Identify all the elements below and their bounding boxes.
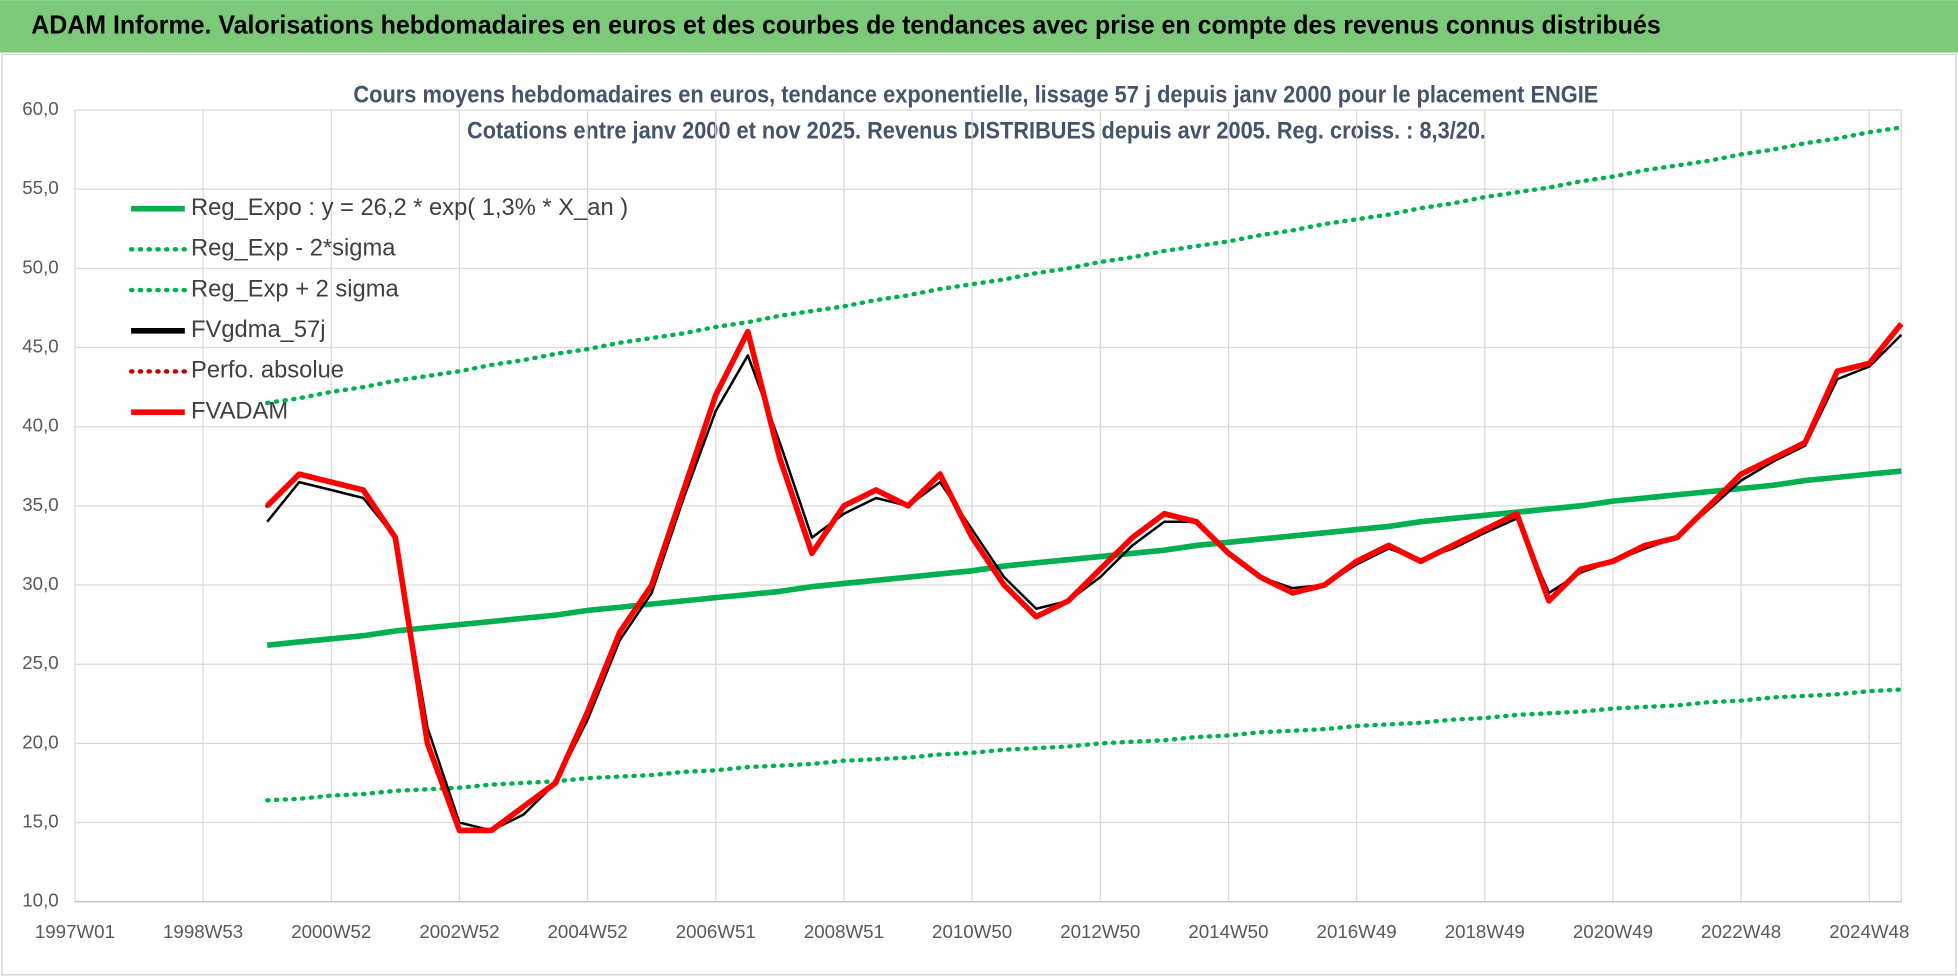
x-tick-label: 2012W50 (1060, 921, 1140, 942)
x-tick-label: 2010W50 (932, 921, 1012, 942)
y-tick-label: 25,0 (22, 652, 58, 673)
series-line (266, 468, 1902, 649)
x-tick-label: 1997W01 (35, 921, 115, 942)
x-tick-label: 2014W50 (1188, 921, 1268, 942)
x-tick-label: 2022W48 (1701, 921, 1781, 942)
x-tick-label: 2004W52 (548, 921, 628, 942)
legend-label: FVADAM (191, 398, 288, 424)
series-line (265, 322, 1904, 834)
chart-subtitle: Cours moyens hebdomadaires en euros, ten… (353, 83, 1598, 109)
x-tick-label: 1998W53 (163, 921, 243, 942)
legend-label: Reg_Exp + 2 sigma (191, 276, 399, 302)
y-tick-label: 60,0 (22, 98, 58, 119)
legend-label: FVgdma_57j (191, 317, 325, 343)
chart-subtitle: Cotations entre janv 2000 et nov 2025. R… (467, 119, 1486, 145)
x-tick-label: 2002W52 (419, 921, 499, 942)
x-tick-label: 2000W52 (291, 921, 371, 942)
x-tick-label: 2006W51 (676, 921, 756, 942)
y-tick-label: 45,0 (22, 335, 58, 356)
legend-label: Perfo. absolue (191, 358, 344, 384)
x-tick-label: 2008W51 (804, 921, 884, 942)
x-tick-label: 2016W49 (1317, 921, 1397, 942)
y-tick-label: 40,0 (22, 415, 58, 436)
x-tick-label: 2024W48 (1829, 921, 1909, 942)
y-tick-label: 30,0 (22, 573, 58, 594)
chart-frame (1, 53, 1957, 976)
x-tick-label: 2018W49 (1445, 921, 1525, 942)
y-tick-label: 35,0 (22, 494, 58, 515)
legend-label: Reg_Exp - 2*sigma (191, 236, 396, 262)
y-tick-label: 50,0 (22, 256, 58, 277)
x-tick-label: 2020W49 (1573, 921, 1653, 942)
legend-label: Reg_Expo : y = 26,2 * exp( 1,3% * X_an ) (191, 195, 628, 221)
chart-title: ADAM Informe. Valorisations hebdomadaire… (31, 9, 1661, 39)
y-tick-label: 55,0 (22, 177, 58, 198)
y-tick-label: 10,0 (22, 890, 58, 911)
series-line (265, 125, 1904, 406)
header-bar (0, 0, 1958, 53)
y-tick-label: 15,0 (22, 810, 58, 831)
series-line (265, 687, 1904, 803)
y-tick-label: 20,0 (22, 731, 58, 752)
